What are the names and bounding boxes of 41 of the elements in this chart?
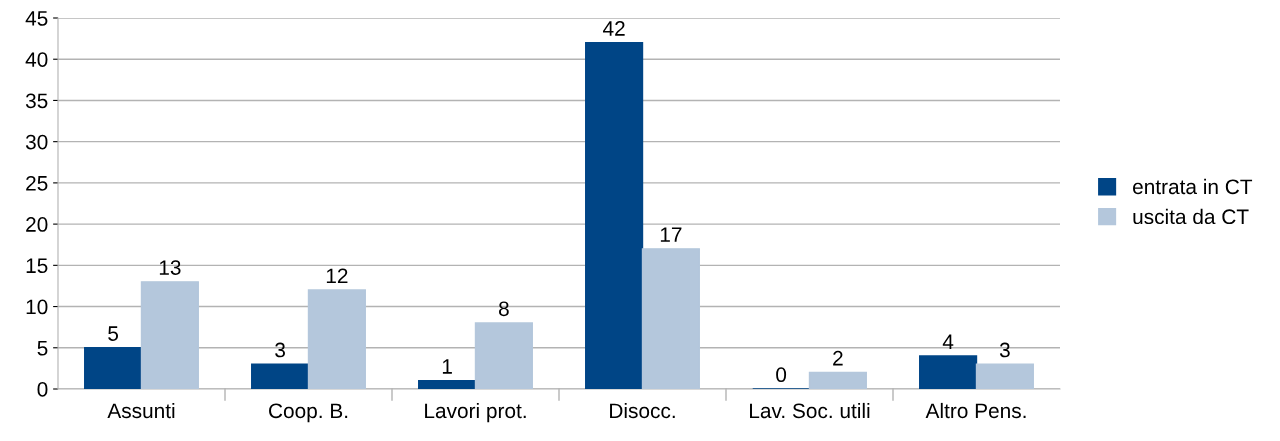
bar — [251, 363, 310, 389]
bar — [585, 42, 644, 389]
y-tick-label: 20 — [26, 217, 48, 232]
bar — [641, 248, 700, 389]
data-label: 5 — [108, 326, 119, 341]
data-label: 2 — [833, 350, 843, 366]
bar — [919, 355, 978, 389]
legend-label: entrata in CT — [1133, 178, 1253, 195]
y-tick-label: 45 — [25, 11, 48, 26]
data-label: 0 — [776, 367, 787, 383]
bar — [808, 371, 867, 389]
y-tick-label: 0 — [37, 382, 48, 397]
data-label: 12 — [326, 268, 348, 283]
y-tick-label: 15 — [26, 258, 48, 274]
x-tick-label: Assunti — [107, 402, 175, 419]
legend-label: uscita da CT — [1133, 208, 1249, 225]
data-label: 3 — [275, 342, 285, 358]
data-label: 13 — [159, 260, 181, 275]
y-tick-label: 30 — [25, 134, 48, 150]
x-tick-label: Coop. B. — [269, 403, 348, 423]
y-tick-label: 35 — [25, 93, 48, 109]
bar — [84, 347, 143, 389]
y-tick-label: 5 — [37, 340, 48, 356]
data-label: 3 — [999, 342, 1010, 358]
data-label: 4 — [942, 334, 954, 349]
bar — [975, 363, 1034, 389]
data-label: 1 — [442, 359, 452, 374]
x-tick-label: Disocc. — [610, 402, 675, 419]
bar — [140, 281, 199, 389]
y-tick-label: 25 — [26, 175, 48, 191]
x-tick-label: Lav. Soc. utili — [750, 402, 870, 419]
data-label: 8 — [499, 301, 509, 317]
data-label: 42 — [603, 21, 625, 36]
bar — [418, 380, 477, 389]
y-tick-label: 40 — [25, 52, 48, 67]
bar — [474, 322, 533, 389]
data-label: 17 — [660, 227, 682, 242]
bar — [307, 289, 366, 389]
x-tick-label: Lavori prot. — [425, 402, 526, 423]
y-tick-label: 10 — [26, 299, 48, 315]
x-tick-label: Altro Pens. — [925, 402, 1026, 419]
